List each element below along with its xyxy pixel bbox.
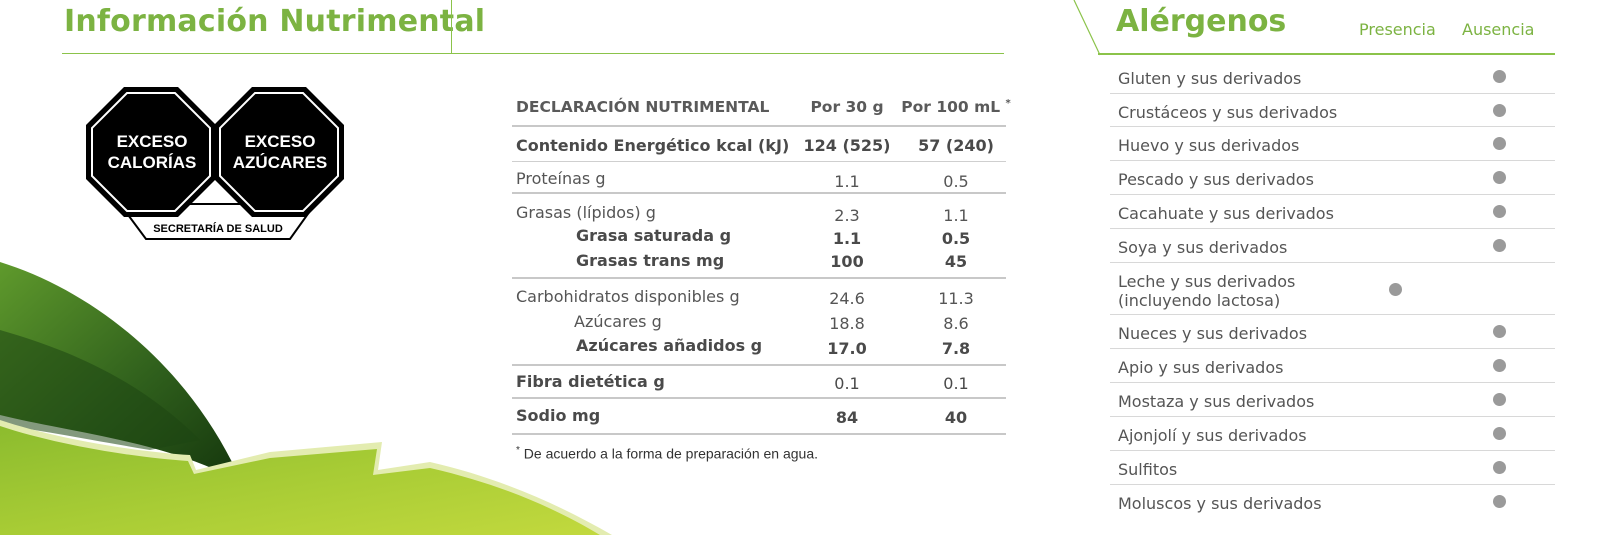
warning-seals: EXCESO CALORÍAS EXCESO AZÚCARES SECRETAR… [86,87,344,240]
absence-dot [1493,461,1506,474]
row-separator [512,433,1006,435]
list-item: Nueces y sus derivados [1110,315,1555,349]
row-value-100ml: 0.5 [943,172,969,191]
row-value-30g: 24.6 [829,289,865,308]
list-item: Leche y sus derivados (incluyendo lactosa… [1110,263,1555,315]
row-value-30g: 1.1 [832,229,862,248]
list-item: Moluscos y sus derivados [1110,485,1555,518]
list-item: Pescado y sus derivados [1110,161,1555,195]
allergen-name: Cacahuate y sus derivados [1118,204,1334,223]
row-separator [512,125,1006,127]
row-separator [512,364,1006,366]
absence-dot [1493,495,1506,508]
row-value-30g: 124 (525) [803,136,891,155]
seal-octagon-calorias [86,87,216,217]
row-value-30g: 100 [830,252,864,271]
row-value-30g: 84 [835,408,859,427]
header-divider [451,0,452,53]
presence-dot [1389,283,1402,296]
list-item: Apio y sus derivados [1110,349,1555,383]
list-item: Cacahuate y sus derivados [1110,195,1555,229]
allergen-name: Ajonjolí y sus derivados [1118,426,1307,445]
allergen-name: Crustáceos y sus derivados [1118,103,1338,122]
row-value-30g: 17.0 [827,339,867,358]
list-item: Mostaza y sus derivados [1110,383,1555,417]
row-separator [512,277,1006,279]
row-value-30g: 18.8 [829,314,865,333]
allergen-name: Apio y sus derivados [1118,358,1284,377]
absence-dot [1493,427,1506,440]
row-label: Carbohidratos disponibles g [516,287,740,306]
row-label: Azúcares añadidos g [576,336,763,355]
header-col2: Por 100 mL * [901,98,1011,117]
absence-dot [1493,325,1506,338]
row-separator [512,161,1006,162]
row-label: Contenido Energético kcal (kJ) [516,136,790,155]
list-item: Crustáceos y sus derivados [1110,94,1555,127]
column-header-presence: Presencia [1359,20,1436,39]
row-value-100ml: 8.6 [943,314,969,333]
row-separator [512,397,1006,399]
section-title-allergens: Alérgenos [1116,4,1287,39]
allergen-name: Moluscos y sus derivados [1118,494,1322,513]
absence-dot [1493,104,1506,117]
allergen-name: Huevo y sus derivados [1118,136,1300,155]
absence-dot [1493,70,1506,83]
dark-leaf-shadow [0,330,200,450]
row-label: Azúcares g [574,312,662,331]
seal-1-line1: EXCESO [117,132,188,151]
allergen-name: Soya y sus derivados [1118,238,1288,257]
absence-dot [1493,137,1506,150]
seal-2-line2: AZÚCARES [233,153,327,172]
row-label: Proteínas g [516,169,606,188]
row-label: Grasas trans mg [576,251,725,270]
row-value-100ml: 7.8 [941,339,971,358]
header-rule [62,53,1004,54]
list-item: Sulfitos [1110,451,1555,485]
list-item: Ajonjolí y sus derivados [1110,417,1555,451]
seal-2-line1: EXCESO [245,132,316,151]
absence-dot [1493,205,1506,218]
row-label: Fibra dietética g [516,372,665,391]
header-col1: Por 30 g [810,98,884,116]
section-title-nutrition: Información Nutrimental [64,4,486,39]
header-slant-line [1073,0,1101,56]
list-item: Huevo y sus derivados [1110,127,1555,161]
list-item: Gluten y sus derivados [1110,60,1555,94]
column-header-absence: Ausencia [1462,20,1535,39]
allergen-name: Mostaza y sus derivados [1118,392,1315,411]
row-value-100ml: 1.1 [943,206,969,225]
row-value-30g: 0.1 [834,374,860,393]
allergen-header-rule [1098,53,1555,55]
row-label: Grasa saturada g [576,226,732,245]
allergen-name: Leche y sus derivados (incluyendo lactosa… [1118,272,1296,310]
seal-octagon-azucares [214,87,344,217]
absence-dot [1493,393,1506,406]
row-value-100ml: 57 (240) [918,136,994,155]
header-label: DECLARACIÓN NUTRIMENTAL [516,98,770,116]
allergen-name: Nueces y sus derivados [1118,324,1308,343]
seal-1-line2: CALORÍAS [108,153,197,172]
row-separator [512,192,1006,194]
light-leaf-shape [0,426,600,535]
absence-dot [1493,359,1506,372]
row-label: Sodio mg [516,406,601,425]
row-value-30g: 2.3 [834,206,860,225]
allergen-name: Pescado y sus derivados [1118,170,1314,189]
list-item: Soya y sus derivados [1110,229,1555,263]
row-value-100ml: 11.3 [938,289,974,308]
row-value-30g: 1.1 [834,172,860,191]
row-value-100ml: 0.5 [941,229,971,248]
absence-dot [1493,239,1506,252]
row-value-100ml: 45 [944,252,968,271]
absence-dot [1493,171,1506,184]
allergen-name: Sulfitos [1118,460,1178,479]
row-value-100ml: 40 [944,408,968,427]
row-value-100ml: 0.1 [943,374,969,393]
seal-footer: SECRETARÍA DE SALUD [153,222,283,235]
footnote: * De acuerdo a la forma de preparación e… [516,445,818,462]
allergen-name: Gluten y sus derivados [1118,69,1302,88]
row-label: Grasas (lípidos) g [516,203,656,222]
